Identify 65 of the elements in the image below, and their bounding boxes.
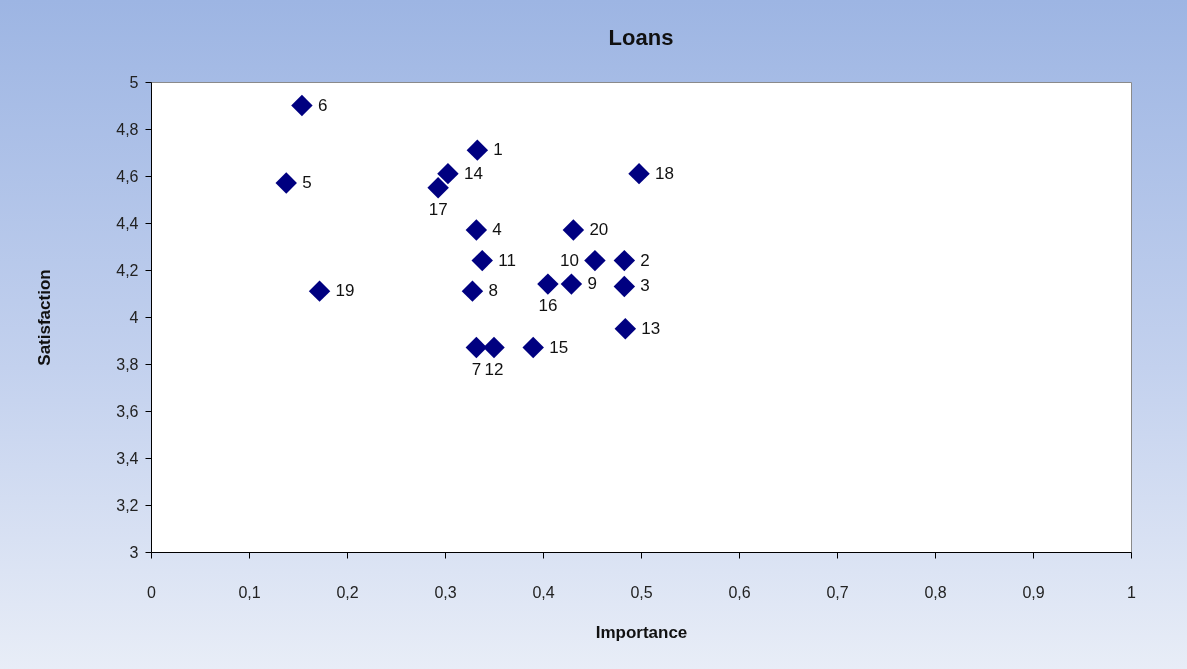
x-tick-label: 0,5 xyxy=(630,583,653,601)
annotation: 15 xyxy=(549,337,569,357)
y-tick-label: 4 xyxy=(129,308,139,326)
point xyxy=(613,275,636,298)
x-tick-label: 0,1 xyxy=(238,583,261,601)
annotation: 17 xyxy=(428,199,448,219)
point xyxy=(461,280,484,302)
annotation: 8 xyxy=(488,281,498,301)
annotation: 3 xyxy=(640,276,650,296)
y-tick-label: 3,6 xyxy=(116,402,139,420)
y-tick-label: 3,8 xyxy=(116,355,139,373)
annotation: 18 xyxy=(655,163,674,183)
annotation: 11 xyxy=(498,250,516,270)
annotation: 7 xyxy=(471,359,482,379)
point xyxy=(437,162,459,185)
x-tick-label: 0 xyxy=(147,583,157,601)
annotation: 16 xyxy=(538,296,558,316)
annotation: 14 xyxy=(463,163,483,183)
chart-title: Loans xyxy=(608,25,674,50)
annotation: 6 xyxy=(317,95,328,115)
annotation: 2 xyxy=(640,250,650,270)
y-axis-title: Satisfaction xyxy=(35,269,55,366)
annotation: 4 xyxy=(492,220,502,240)
point xyxy=(427,177,449,199)
annotation: 10 xyxy=(560,250,579,270)
point xyxy=(308,280,331,302)
y-tick-label: 4,4 xyxy=(116,214,139,232)
x-tick-label: 0,7 xyxy=(826,583,849,601)
y-tick-label: 3 xyxy=(129,543,139,561)
annotation: 19 xyxy=(335,281,355,301)
x-tick-label: 1 xyxy=(1127,583,1137,601)
point xyxy=(560,273,583,295)
x-tick-label: 0,6 xyxy=(728,583,751,601)
x-tick-label: 0,9 xyxy=(1022,583,1045,601)
y-tick-label: 4,8 xyxy=(116,120,139,138)
point xyxy=(465,336,488,359)
point xyxy=(537,273,559,295)
y-tick-label: 5 xyxy=(129,73,139,91)
x-tick-label: 0,8 xyxy=(924,583,947,601)
y-tick-label: 4,2 xyxy=(116,261,139,279)
point xyxy=(291,94,313,117)
annotation: 20 xyxy=(589,220,609,240)
annotation: 12 xyxy=(484,359,504,379)
y-tick-label: 3,2 xyxy=(116,496,139,514)
x-tick-label: 0,2 xyxy=(336,583,359,601)
annotation: 9 xyxy=(587,274,597,294)
point xyxy=(628,162,650,185)
point xyxy=(584,249,606,272)
point xyxy=(614,318,637,340)
point xyxy=(465,219,488,241)
annotation: 13 xyxy=(641,318,661,338)
point xyxy=(466,139,489,161)
x-tick-label: 0,4 xyxy=(532,583,555,601)
annotation: 5 xyxy=(302,173,312,193)
y-tick-label: 3,4 xyxy=(116,449,139,467)
x-axis-title: Importance xyxy=(595,622,688,642)
point xyxy=(483,336,505,359)
y-tick-label: 4,6 xyxy=(116,167,139,185)
x-tick-label: 0,3 xyxy=(434,583,457,601)
point xyxy=(471,249,493,272)
point xyxy=(275,172,297,194)
point xyxy=(522,336,544,359)
point xyxy=(613,249,636,272)
point xyxy=(562,219,585,241)
annotation: 1 xyxy=(493,140,503,160)
